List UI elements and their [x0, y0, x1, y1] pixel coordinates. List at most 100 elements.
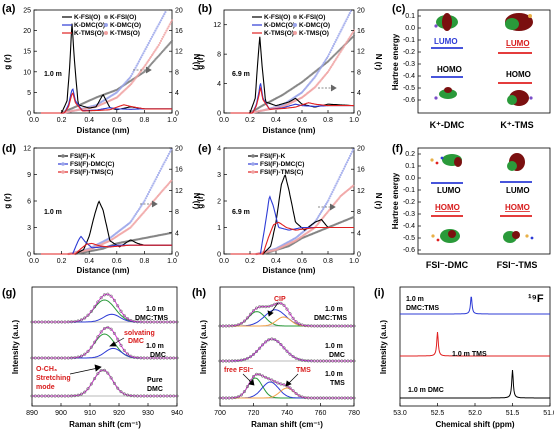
- raman-data-point: [227, 396, 231, 400]
- raman-data-point: [245, 316, 249, 320]
- cumulative-marker: [329, 51, 332, 54]
- legend-label: K-FSI(O): [299, 14, 325, 21]
- cumulative-marker: [344, 20, 347, 23]
- raman-data-point: [306, 324, 310, 328]
- raman-data-point: [106, 325, 110, 330]
- cumulative-marker: [149, 55, 153, 58]
- cumulative-marker: [142, 52, 145, 55]
- raman-data-point: [149, 320, 153, 324]
- cumulative-marker: [333, 42, 336, 46]
- panel-b-plot: [230, 9, 356, 115]
- raman-data-point: [76, 393, 80, 397]
- raman-data-point: [264, 305, 268, 309]
- x-tick-label: 930: [142, 410, 154, 417]
- panel-g-frame: [31, 286, 178, 407]
- raman-data-point: [50, 320, 54, 324]
- raman-data-point: [155, 320, 159, 324]
- cumulative-marker: [336, 55, 339, 59]
- x-tick-label: 52.5: [431, 410, 445, 417]
- cumulative-marker: [317, 70, 320, 73]
- raman-data-point: [132, 319, 136, 323]
- panel-a: (a) 0.0 0.2 0.4 0.6 0.8 1.0051015202504812162…: [2, 3, 201, 135]
- cumulative-marker: [322, 61, 325, 64]
- cumulative-marker: [166, 27, 169, 30]
- raman-data-point: [218, 324, 222, 328]
- raman-data-point: [321, 324, 326, 328]
- cumulative-marker: [162, 163, 165, 166]
- raman-data-point: [109, 294, 113, 298]
- raman-data-point: [40, 320, 44, 324]
- y-tick-right-label: 4: [175, 90, 179, 97]
- raman-data-point: [346, 359, 350, 363]
- raman-data-point: [297, 322, 301, 326]
- cumulative-marker: [340, 171, 343, 174]
- cumulative-marker: [326, 70, 330, 73]
- raman-data-point: [282, 383, 286, 387]
- cumulative-marker: [320, 65, 323, 68]
- cumulative-marker: [141, 202, 144, 206]
- cumulative-marker: [334, 59, 337, 62]
- raman-data-point: [96, 300, 100, 304]
- raman-data-point: [46, 320, 51, 324]
- cumulative-marker: [159, 39, 163, 43]
- y-tick-right-label: 16: [175, 28, 183, 35]
- cumulative-marker: [148, 57, 151, 60]
- cumulative-marker: [352, 216, 355, 219]
- cumulative-marker: [346, 159, 350, 162]
- cumulative-marker: [340, 28, 343, 31]
- cumulative-marker: [164, 11, 167, 14]
- raman-data-point: [297, 357, 301, 361]
- panel-h-ticks: 700 720 740 760 780: [214, 403, 360, 417]
- raman-data-point: [306, 396, 310, 400]
- raman-data-point: [251, 352, 256, 356]
- raman-data-point: [69, 394, 74, 398]
- raman-data-point: [63, 356, 67, 360]
- x-tick-label: 51.0: [543, 410, 554, 417]
- cumulative-marker: [164, 159, 167, 162]
- cumulative-marker: [333, 186, 336, 189]
- curve-label: 1.0 m: [325, 343, 343, 350]
- raman-data-point: [254, 349, 259, 354]
- cumulative-marker: [153, 180, 156, 183]
- raman-data-point: [349, 359, 353, 363]
- y-tick-right-label: 16: [175, 167, 183, 174]
- raman-data-point: [106, 292, 110, 296]
- raman-data-point: [139, 356, 143, 360]
- raman-data-point: [145, 320, 149, 324]
- y-tick-right-label: 12: [357, 188, 365, 195]
- cumulative-marker: [168, 23, 171, 26]
- cumulative-marker: [169, 21, 172, 24]
- raman-data-point: [165, 356, 169, 360]
- raman-data-point: [56, 394, 60, 398]
- raman-data-point: [279, 301, 283, 305]
- cumulative-marker: [160, 167, 163, 170]
- y-tick-right-label: 12: [175, 188, 183, 195]
- orbital-lumo-fsi-tms: [507, 153, 525, 171]
- raman-data-point: [43, 356, 47, 360]
- raman-data-point: [53, 356, 57, 360]
- legend-label: K-DMC(O): [264, 22, 295, 29]
- cumulative-marker: [133, 214, 136, 217]
- cumulative-marker: [132, 216, 135, 219]
- raman-data-point: [172, 356, 176, 360]
- raman-data-point: [93, 340, 97, 344]
- raman-data-point: [297, 394, 301, 398]
- tick-label: 0.2: [405, 151, 415, 158]
- y-tick-label: 25: [23, 8, 31, 15]
- panel-b-ylabel: g (r): [196, 54, 205, 70]
- raman-data-point: [66, 320, 70, 324]
- cumulative-marker: [163, 33, 166, 36]
- cumulative-marker: [157, 43, 160, 47]
- rdf-line-red: [40, 92, 172, 114]
- y-tick-right-label: 0: [175, 252, 179, 259]
- cumulative-marker: [325, 56, 329, 60]
- x-tick-label: 0.8: [323, 258, 333, 265]
- raman-data-point: [152, 394, 156, 398]
- raman-data-point: [109, 376, 113, 380]
- orbital-homo-fsi-dmc: [431, 229, 460, 243]
- curve-label: Pure: [147, 377, 163, 384]
